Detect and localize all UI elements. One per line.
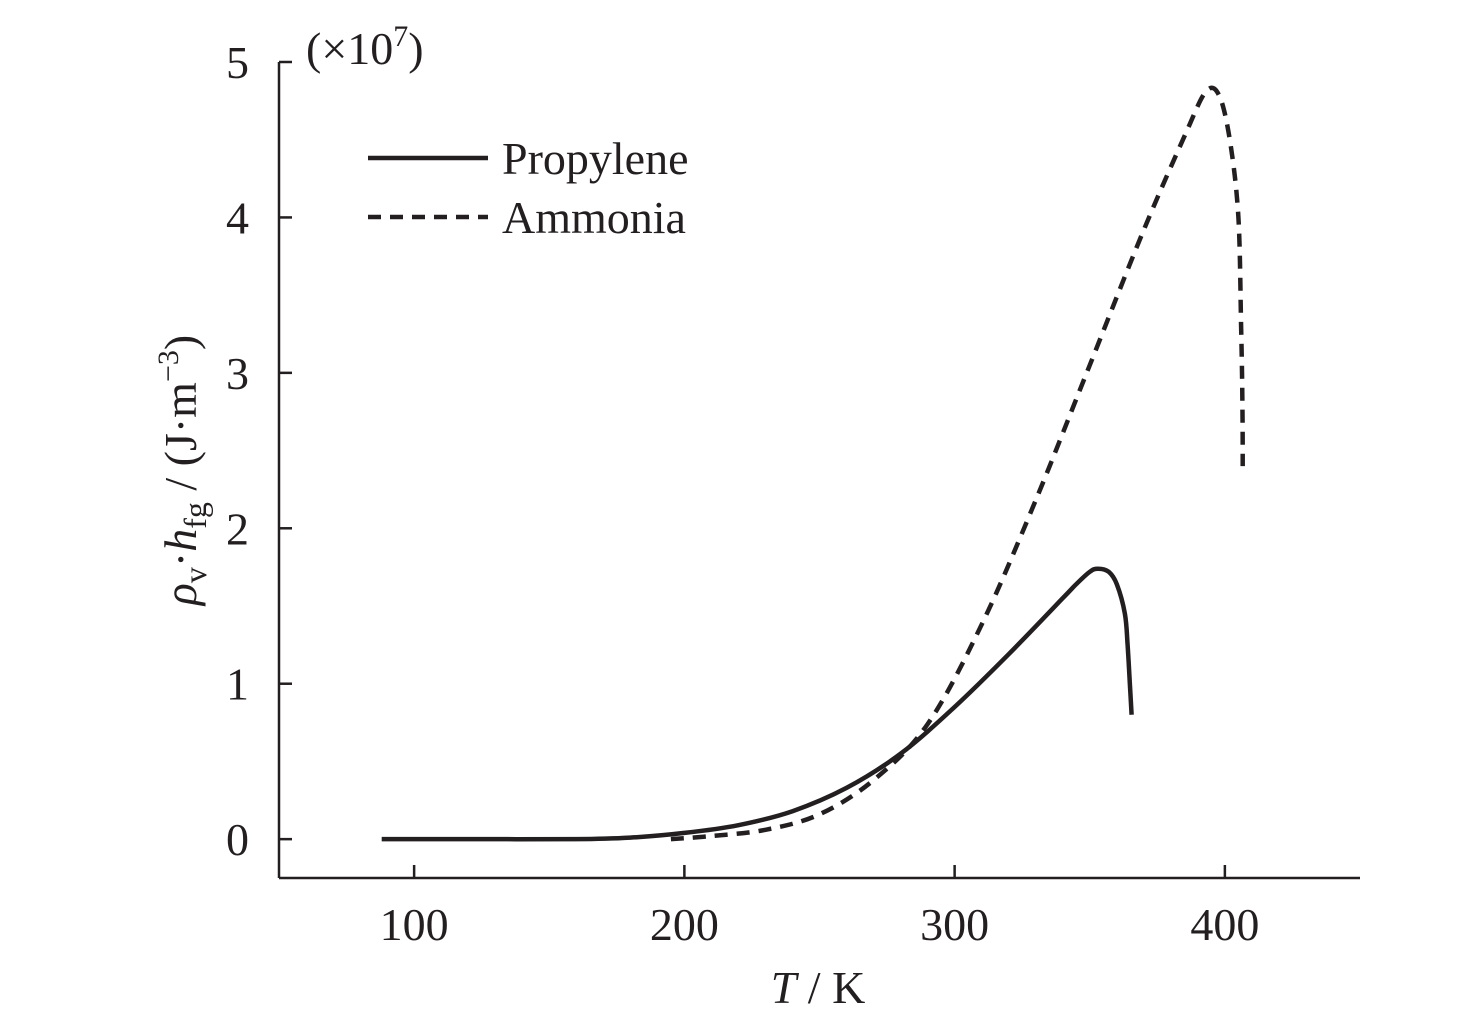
y-tick-label-2: 2: [226, 503, 249, 554]
y-tick-label-5: 5: [226, 37, 249, 88]
series-line-propylene: [381, 566, 1134, 842]
legend: Propylene Ammonia: [368, 133, 689, 243]
x-tick-label-200: 200: [650, 899, 719, 950]
y-tick-label-3: 3: [226, 348, 249, 399]
series-line-ammonia: [670, 85, 1245, 842]
x-axis-label: T / K: [771, 962, 866, 1013]
y-tick-label-0: 0: [226, 814, 249, 865]
axes: [277, 62, 1360, 880]
x-tick-label-300: 300: [920, 899, 989, 950]
legend-label-ammonia: Ammonia: [502, 192, 686, 243]
x-tick-label-100: 100: [380, 899, 449, 950]
y-axis-multiplier: (×107): [306, 20, 424, 74]
y-ticks: 0 1 2 3 4 5: [226, 37, 292, 865]
x-ticks: 100 200 300 400: [380, 865, 1259, 950]
y-tick-label-4: 4: [226, 192, 249, 243]
x-tick-label-400: 400: [1190, 899, 1259, 950]
y-tick-label-1: 1: [226, 659, 249, 710]
series-group: [381, 85, 1245, 842]
y-axis-label: ρv·hfg / (J·m−3): [152, 335, 213, 607]
legend-label-propylene: Propylene: [502, 133, 689, 184]
